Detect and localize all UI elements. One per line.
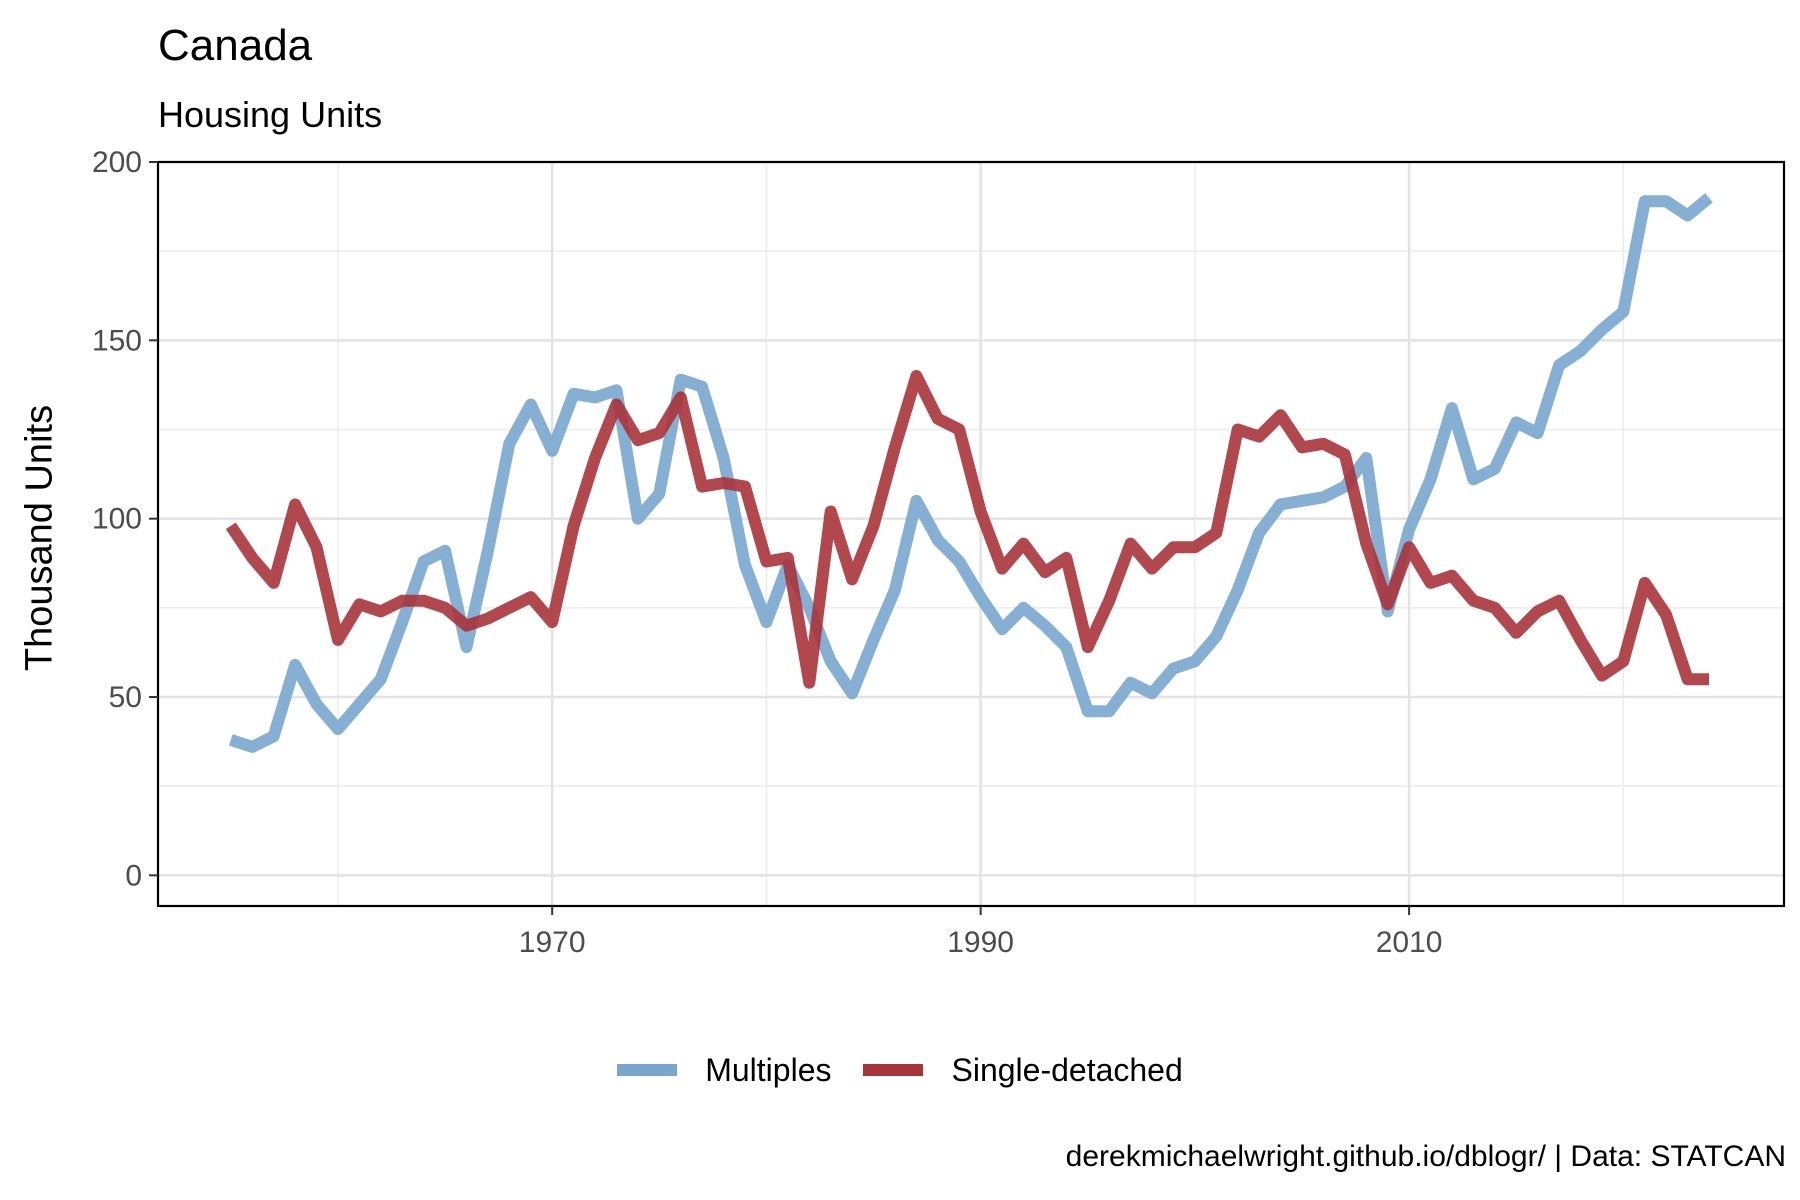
series-layer xyxy=(225,193,1713,753)
y-tick-label: 200 xyxy=(92,146,142,179)
minor-gridlines xyxy=(158,162,1784,906)
x-tick-label: 1970 xyxy=(519,926,586,959)
x-tick-label: 1990 xyxy=(947,926,1014,959)
legend-label-single-detached: Single-detached xyxy=(951,1051,1183,1088)
y-tick-label: 100 xyxy=(92,503,142,536)
series-line-single-detached xyxy=(225,370,1709,689)
legend-item-multiples: Multiples xyxy=(617,1052,831,1089)
major-gridlines xyxy=(158,160,1784,906)
legend: Multiples Single-detached xyxy=(0,1045,1800,1095)
legend-item-single-detached: Single-detached xyxy=(863,1051,1183,1089)
y-tick-label: 0 xyxy=(125,859,142,892)
series-line-multiples xyxy=(228,193,1713,753)
legend-swatch-multiples xyxy=(617,1064,678,1076)
y-tick-label: 150 xyxy=(92,324,142,357)
chart-title: Canada xyxy=(158,21,313,70)
legend-label-multiples: Multiples xyxy=(705,1051,832,1088)
axis-ticks xyxy=(149,161,1411,915)
chart-subtitle: Housing Units xyxy=(158,94,383,135)
tick-labels: 1970 1990 2010 0 50 100 150 200 xyxy=(92,146,1443,959)
chart-caption: derekmichaelwright.github.io/dblogr/ | D… xyxy=(1065,1140,1786,1173)
legend-swatch-single-detached xyxy=(863,1064,924,1076)
x-tick-label: 2010 xyxy=(1376,926,1443,959)
y-tick-label: 50 xyxy=(109,681,142,714)
plot-panel-border xyxy=(156,160,1786,908)
